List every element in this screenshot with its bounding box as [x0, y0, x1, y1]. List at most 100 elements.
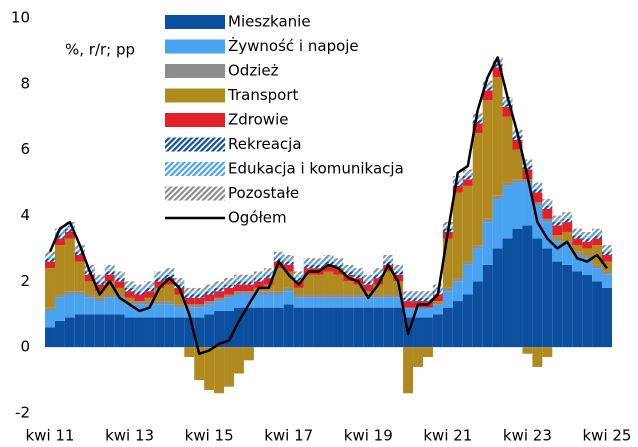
- bar: [263, 294, 274, 308]
- bar: [243, 347, 254, 361]
- bar: [482, 264, 493, 348]
- bar: [253, 274, 264, 279]
- bar: [134, 301, 145, 305]
- legend-label: Rekreacja: [228, 135, 302, 153]
- bar: [363, 291, 374, 295]
- bar: [602, 245, 612, 249]
- bar: [532, 347, 543, 367]
- bar: [562, 264, 573, 348]
- bar: [253, 278, 264, 282]
- bar: [184, 347, 195, 358]
- bar: [582, 231, 593, 236]
- bar: [492, 64, 503, 68]
- bar: [323, 261, 334, 265]
- bar: [542, 202, 553, 206]
- bar: [84, 294, 95, 298]
- bar: [542, 205, 553, 209]
- bar: [363, 281, 374, 285]
- x-tick-label: kwi 19: [344, 427, 393, 445]
- bar: [572, 231, 583, 236]
- bar: [512, 179, 523, 183]
- bar: [333, 268, 344, 275]
- legend-swatch: [165, 186, 225, 201]
- bar: [234, 284, 244, 292]
- bar: [333, 294, 344, 298]
- bar: [482, 87, 493, 91]
- bar: [214, 281, 225, 285]
- bar: [234, 274, 244, 279]
- bar: [572, 235, 583, 239]
- bar: [353, 274, 364, 279]
- bar: [224, 294, 235, 298]
- bar: [154, 287, 165, 302]
- bar: [403, 294, 414, 298]
- bar: [303, 294, 314, 298]
- bar: [273, 258, 284, 262]
- bar: [174, 278, 185, 282]
- bar: [552, 215, 563, 219]
- bar: [174, 317, 185, 348]
- bar: [343, 297, 354, 308]
- bar: [383, 264, 394, 272]
- bar: [94, 284, 105, 292]
- bar: [482, 100, 493, 219]
- bar: [243, 278, 254, 282]
- bar: [84, 274, 95, 282]
- bar: [54, 231, 65, 236]
- bar: [452, 192, 463, 279]
- bar: [313, 297, 324, 308]
- bar: [164, 274, 175, 279]
- bar: [462, 185, 473, 262]
- bar: [442, 287, 453, 292]
- bar: [263, 274, 274, 279]
- bar: [383, 307, 394, 348]
- bar: [214, 287, 225, 292]
- bar: [74, 291, 85, 295]
- bar: [323, 307, 334, 348]
- legend-swatch: [165, 39, 225, 54]
- bar: [383, 255, 394, 259]
- bar: [542, 248, 553, 348]
- bar: [413, 307, 423, 318]
- bar: [293, 274, 304, 279]
- bar: [54, 245, 65, 295]
- bar: [144, 287, 155, 292]
- bar: [283, 291, 294, 305]
- bar: [323, 271, 334, 295]
- bar: [154, 304, 165, 318]
- bar: [482, 83, 493, 88]
- bar: [542, 199, 553, 203]
- bar: [283, 258, 294, 262]
- bar: [253, 294, 264, 308]
- bar: [502, 100, 513, 104]
- bar: [124, 301, 135, 305]
- bar: [204, 291, 215, 295]
- bar: [333, 297, 344, 308]
- bar: [164, 278, 175, 285]
- bar: [452, 281, 463, 302]
- legend-label: Edukacja i komunikacja: [228, 160, 404, 178]
- bar: [353, 268, 364, 272]
- bar: [184, 317, 195, 348]
- bar: [542, 208, 553, 219]
- bar: [283, 304, 294, 348]
- bar: [104, 271, 115, 275]
- bar: [403, 307, 414, 318]
- bar: [333, 261, 344, 265]
- bar: [144, 304, 155, 318]
- bar: [214, 301, 225, 311]
- bar: [413, 317, 423, 348]
- bar: [512, 228, 523, 348]
- bar: [502, 116, 513, 183]
- bar: [522, 347, 533, 354]
- bar: [492, 199, 503, 249]
- bar: [343, 268, 354, 272]
- bar: [104, 264, 115, 269]
- bar: [283, 271, 294, 288]
- bar: [94, 314, 105, 348]
- bar: [472, 281, 483, 348]
- bar: [522, 166, 533, 170]
- bar: [592, 268, 603, 282]
- bar: [243, 294, 254, 308]
- x-tick-label: kwi 15: [185, 427, 234, 445]
